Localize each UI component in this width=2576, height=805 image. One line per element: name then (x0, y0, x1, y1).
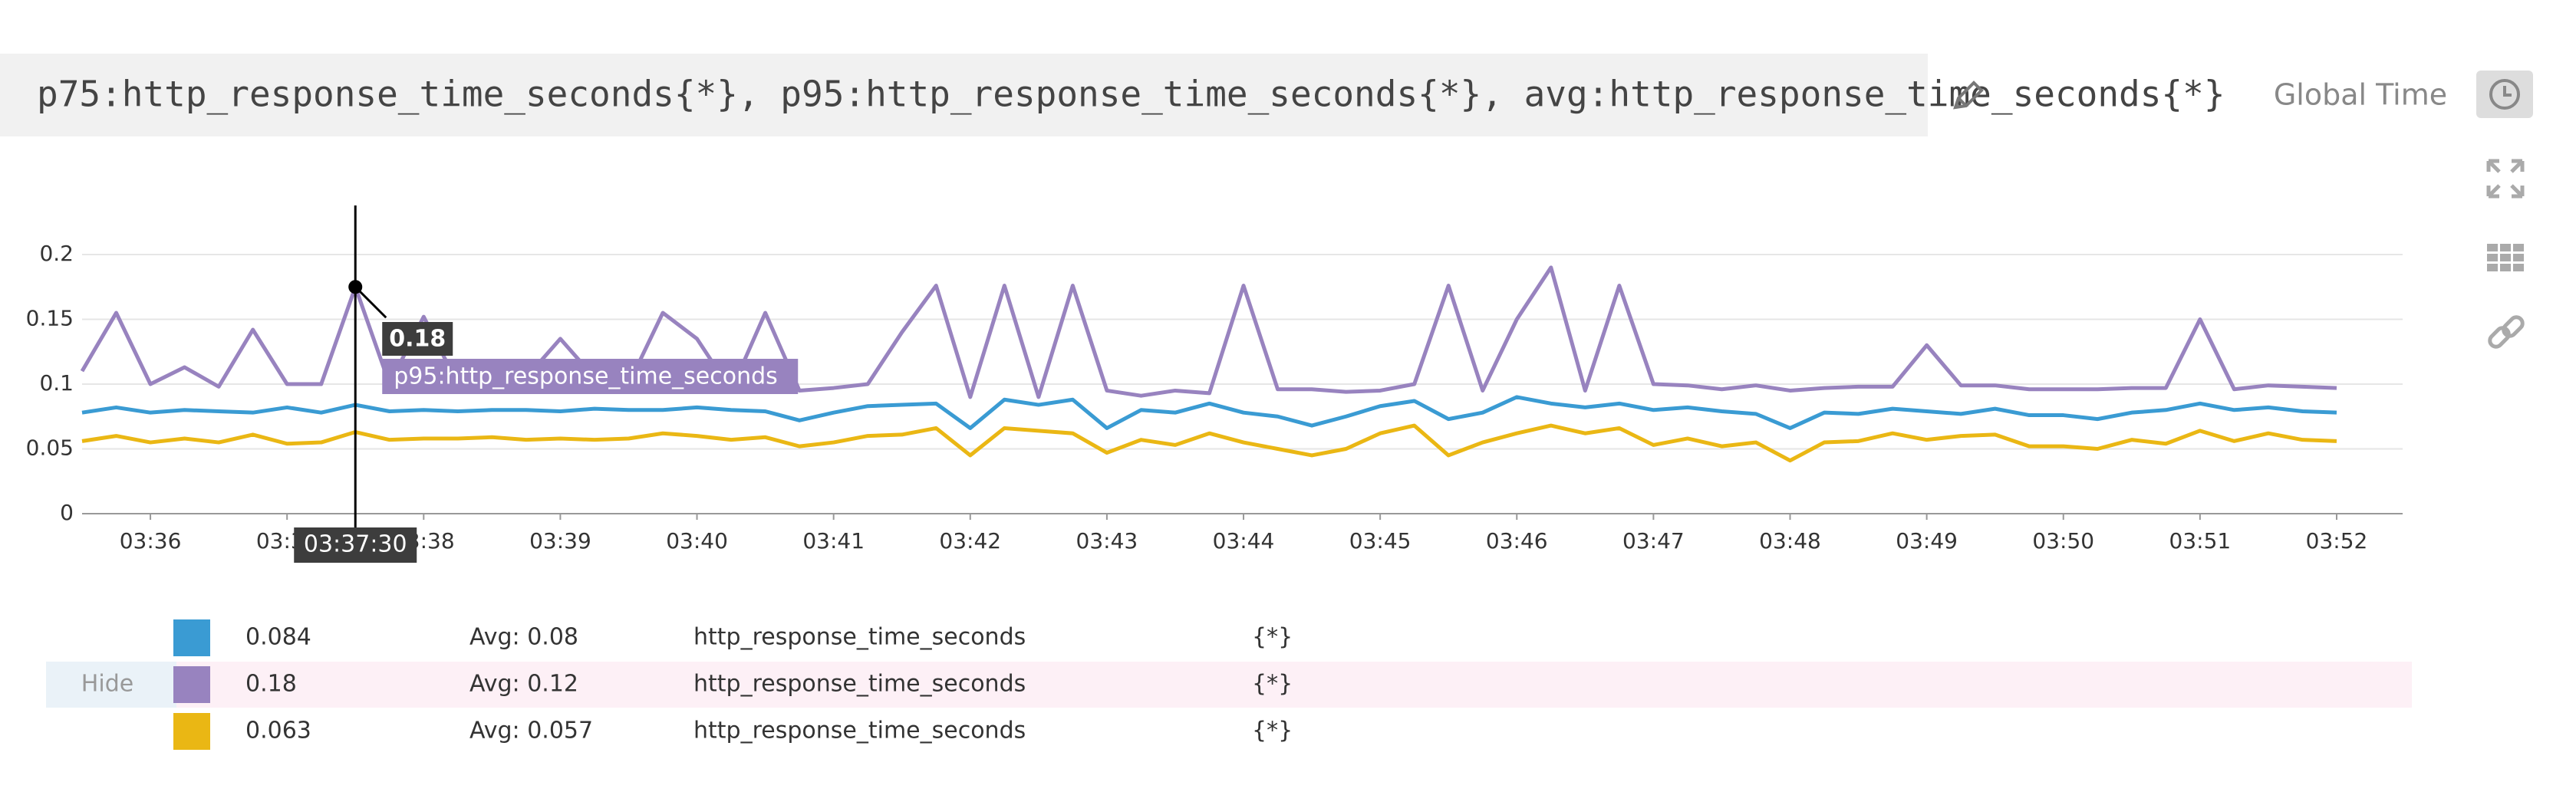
crosshair-dot (348, 280, 363, 294)
x-tick-label: 03:47 (1622, 528, 1685, 554)
legend-metric: http_response_time_seconds (693, 671, 1026, 698)
legend-swatch (173, 713, 210, 750)
x-tick-label: 03:40 (666, 528, 728, 554)
tooltip-series: p95:http_response_time_seconds (394, 363, 778, 390)
legend-avg: Avg: 0.12 (469, 671, 578, 698)
legend-value: 0.063 (245, 718, 311, 744)
tooltip-value-bg (382, 322, 453, 356)
legend-avg: Avg: 0.08 (469, 624, 578, 651)
time-label: 03:37:30 (304, 531, 407, 558)
y-tick-label: 0.1 (39, 370, 74, 396)
y-tick-label: 0.2 (39, 241, 74, 266)
legend-value: 0.084 (245, 624, 311, 651)
legend-row-highlight (46, 662, 2412, 708)
legend-scope: {*} (1252, 671, 1293, 698)
legend-swatch (173, 666, 210, 703)
query-bar (0, 54, 1928, 136)
x-tick-label: 03:50 (2032, 528, 2094, 554)
x-tick-label: 03:52 (2306, 528, 2368, 554)
global-time[interactable]: Global Time (2274, 78, 2447, 112)
edit-icon[interactable] (1953, 80, 1984, 110)
legend-avg: Avg: 0.057 (469, 718, 593, 744)
legend-metric: http_response_time_seconds (693, 624, 1026, 651)
x-tick-label: 03:45 (1349, 528, 1412, 554)
x-tick-label: 03:51 (2169, 528, 2232, 554)
x-tick-label: 03:39 (529, 528, 591, 554)
legend-scope: {*} (1252, 718, 1293, 744)
query-text: p75:http_response_time_seconds{*}, p95:h… (37, 74, 2225, 115)
link-icon[interactable] (2487, 314, 2525, 349)
tooltip-value: 0.18 (389, 326, 446, 353)
hide-button[interactable]: Hide (81, 671, 133, 698)
y-tick-label: 0.15 (26, 306, 74, 331)
x-tick-label: 03:43 (1076, 528, 1138, 554)
x-tick-label: 03:42 (939, 528, 1001, 554)
x-tick-label: 03:46 (1486, 528, 1548, 554)
time-label-bg (294, 527, 417, 563)
clock-button[interactable] (2476, 71, 2533, 118)
tooltip-connector (354, 286, 387, 319)
x-tick-label: 03:36 (120, 528, 182, 554)
table-icon[interactable] (2487, 244, 2524, 271)
series-line (81, 395, 2337, 430)
tooltip-series-bg (382, 359, 799, 394)
y-tick-label: 0 (60, 500, 74, 525)
legend-scope: {*} (1252, 624, 1293, 651)
x-tick-label: 03:49 (1896, 528, 1958, 554)
series-line (81, 423, 2337, 463)
legend-value: 0.18 (245, 671, 297, 698)
legend-metric: http_response_time_seconds (693, 718, 1026, 744)
legend-swatch (173, 619, 210, 656)
x-tick-label: 03:48 (1759, 528, 1821, 554)
y-tick-label: 0.05 (26, 435, 74, 461)
expand-icon[interactable] (2486, 159, 2525, 199)
hide-button-bg (46, 662, 176, 708)
x-tick-label: 03:44 (1213, 528, 1275, 554)
x-tick-label: 03:41 (802, 528, 865, 554)
